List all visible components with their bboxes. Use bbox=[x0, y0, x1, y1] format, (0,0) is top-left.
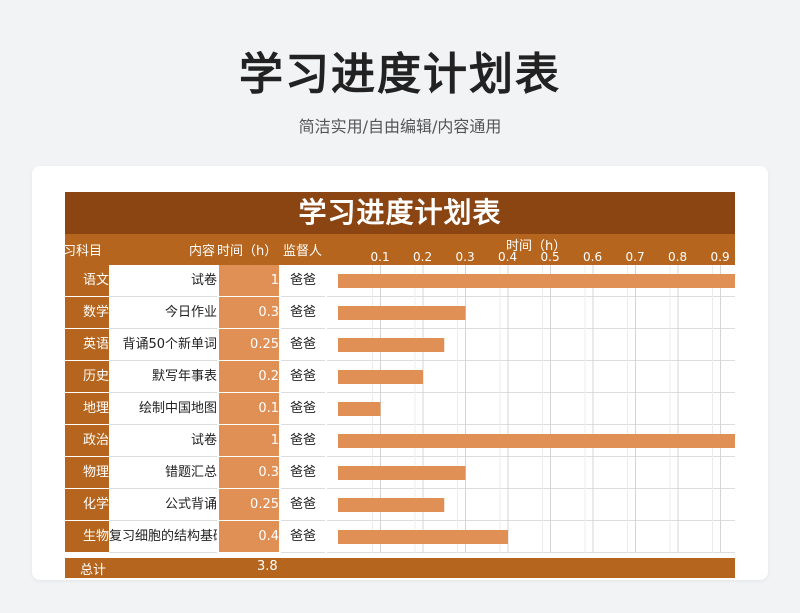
bar-语文 bbox=[338, 274, 735, 288]
x-tick-label: 0.4 bbox=[498, 250, 518, 264]
page-title: 学习进度计划表 bbox=[239, 49, 561, 100]
x-tick-label: 0.7 bbox=[625, 250, 645, 264]
subject-cell[interactable]: 政治 bbox=[65, 425, 109, 456]
content-cell[interactable]: 今日作业 bbox=[109, 297, 217, 329]
subject-cell[interactable]: 历史 bbox=[65, 361, 109, 392]
progress-bar-chart bbox=[338, 265, 735, 553]
content-cell[interactable]: 试卷 bbox=[109, 425, 217, 457]
x-tick-label: 0.9 bbox=[710, 250, 730, 264]
header-time: 时间（h） bbox=[217, 244, 278, 259]
chart-cell bbox=[327, 521, 735, 553]
bar-历史 bbox=[338, 370, 423, 384]
chart-cell bbox=[327, 297, 735, 329]
owner-cell[interactable]: 爸爸 bbox=[281, 489, 325, 521]
subject-cell[interactable]: 化学 bbox=[65, 489, 109, 520]
time-cell[interactable]: 0.1 bbox=[219, 393, 279, 424]
chart-cell bbox=[327, 393, 735, 425]
owner-cell[interactable]: 爸爸 bbox=[281, 425, 325, 457]
chart-axis-label: 时间（h） bbox=[506, 239, 567, 254]
content-cell[interactable]: 公式背诵 bbox=[109, 489, 217, 521]
bar-英语 bbox=[338, 338, 445, 352]
subject-cell[interactable]: 物理 bbox=[65, 457, 109, 488]
x-tick-label: 0.3 bbox=[455, 250, 475, 264]
owner-cell[interactable]: 爸爸 bbox=[281, 329, 325, 361]
bar-化学 bbox=[338, 498, 445, 512]
table-row: 生物 复习细胞的结构基础 0.4 爸爸 bbox=[65, 521, 735, 553]
chart-cell bbox=[327, 329, 735, 361]
header-subject: 习科目 bbox=[65, 244, 103, 259]
chart-cell bbox=[327, 425, 735, 457]
bar-政治 bbox=[338, 434, 735, 448]
x-tick-label: 0.1 bbox=[370, 250, 390, 264]
time-cell[interactable]: 0.3 bbox=[219, 297, 279, 328]
bar-数学 bbox=[338, 306, 466, 320]
content-cell[interactable]: 错题汇总 bbox=[109, 457, 217, 489]
owner-cell[interactable]: 爸爸 bbox=[281, 297, 325, 329]
chart-cell bbox=[327, 265, 735, 297]
owner-cell[interactable]: 爸爸 bbox=[281, 265, 325, 297]
content-cell[interactable]: 试卷 bbox=[109, 265, 217, 297]
content-cell[interactable]: 绘制中国地图 bbox=[109, 393, 217, 425]
time-cell[interactable]: 0.3 bbox=[219, 457, 279, 488]
chart-cell bbox=[327, 489, 735, 521]
owner-cell[interactable]: 爸爸 bbox=[281, 393, 325, 425]
time-cell[interactable]: 0.4 bbox=[219, 521, 279, 552]
time-cell[interactable]: 0.25 bbox=[219, 329, 279, 360]
header-content: 内容 bbox=[189, 244, 216, 259]
subject-cell[interactable]: 地理 bbox=[65, 393, 109, 424]
subject-cell[interactable]: 生物 bbox=[65, 521, 109, 552]
owner-cell[interactable]: 爸爸 bbox=[281, 457, 325, 489]
content-cell[interactable]: 复习细胞的结构基础 bbox=[109, 521, 217, 553]
bar-生物 bbox=[338, 530, 508, 544]
study-plan-sheet: 学习进度计划表 习科目 内容 时间（h） 监督人 时间（h） 0.1 0.2 0.3… bbox=[65, 192, 735, 578]
content-cell[interactable]: 默写年事表 bbox=[109, 361, 217, 393]
table-row: 英语 背诵50个新单词 0.25 爸爸 bbox=[65, 329, 735, 361]
subject-cell[interactable]: 语文 bbox=[65, 265, 109, 296]
bar-地理 bbox=[338, 402, 381, 416]
subject-cell[interactable]: 英语 bbox=[65, 329, 109, 360]
header-owner: 监督人 bbox=[283, 244, 323, 259]
time-cell[interactable]: 1 bbox=[219, 425, 279, 456]
x-tick-label: 0.2 bbox=[413, 250, 433, 264]
owner-cell[interactable]: 爸爸 bbox=[281, 361, 325, 393]
x-tick-label: 0.6 bbox=[583, 250, 603, 264]
page-subtitle: 简洁实用/自由编辑/内容通用 bbox=[298, 117, 502, 136]
time-cell[interactable]: 0.25 bbox=[219, 489, 279, 520]
table-row: 地理 绘制中国地图 0.1 爸爸 bbox=[65, 393, 735, 425]
sheet-banner: 学习进度计划表 bbox=[65, 192, 735, 234]
time-cell[interactable]: 0.2 bbox=[219, 361, 279, 392]
total-label: 总计 bbox=[80, 563, 107, 578]
header-row: 习科目 内容 时间（h） 监督人 时间（h） 0.1 0.2 0.3 0.4 0.5 0.… bbox=[65, 234, 735, 265]
chart-cell bbox=[327, 361, 735, 393]
subject-cell[interactable]: 数学 bbox=[65, 297, 109, 328]
owner-cell[interactable]: 爸爸 bbox=[281, 521, 325, 553]
x-tick-label: 0.5 bbox=[540, 250, 560, 264]
content-cell[interactable]: 背诵50个新单词 bbox=[109, 329, 217, 361]
time-cell[interactable]: 1 bbox=[219, 265, 279, 296]
total-row: 总计 3.8 bbox=[65, 558, 735, 578]
bar-物理 bbox=[338, 466, 466, 480]
x-tick-label: 0.8 bbox=[668, 250, 688, 264]
chart-cell bbox=[327, 457, 735, 489]
total-value: 3.8 bbox=[257, 559, 278, 574]
